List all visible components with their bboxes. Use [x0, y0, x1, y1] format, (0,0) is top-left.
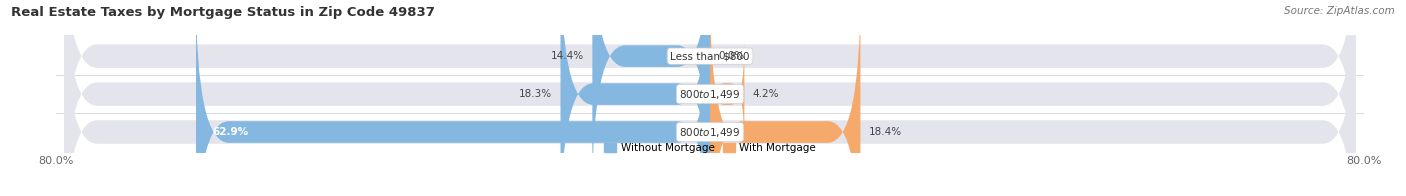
Legend: Without Mortgage, With Mortgage: Without Mortgage, With Mortgage — [600, 139, 820, 157]
FancyBboxPatch shape — [195, 0, 710, 196]
FancyBboxPatch shape — [65, 0, 1355, 196]
FancyBboxPatch shape — [710, 41, 744, 147]
Text: $800 to $1,499: $800 to $1,499 — [679, 125, 741, 139]
Text: 62.9%: 62.9% — [212, 127, 249, 137]
FancyBboxPatch shape — [561, 0, 710, 196]
Text: 18.4%: 18.4% — [869, 127, 901, 137]
Text: Source: ZipAtlas.com: Source: ZipAtlas.com — [1284, 6, 1395, 16]
FancyBboxPatch shape — [65, 0, 1355, 196]
Text: Less than $800: Less than $800 — [671, 51, 749, 61]
FancyBboxPatch shape — [710, 0, 860, 196]
Text: 0.0%: 0.0% — [718, 51, 744, 61]
Text: 18.3%: 18.3% — [519, 89, 553, 99]
FancyBboxPatch shape — [65, 0, 1355, 196]
Text: $800 to $1,499: $800 to $1,499 — [679, 88, 741, 101]
FancyBboxPatch shape — [592, 0, 710, 196]
Text: Real Estate Taxes by Mortgage Status in Zip Code 49837: Real Estate Taxes by Mortgage Status in … — [11, 6, 434, 19]
Text: 4.2%: 4.2% — [752, 89, 779, 99]
Text: 14.4%: 14.4% — [551, 51, 583, 61]
